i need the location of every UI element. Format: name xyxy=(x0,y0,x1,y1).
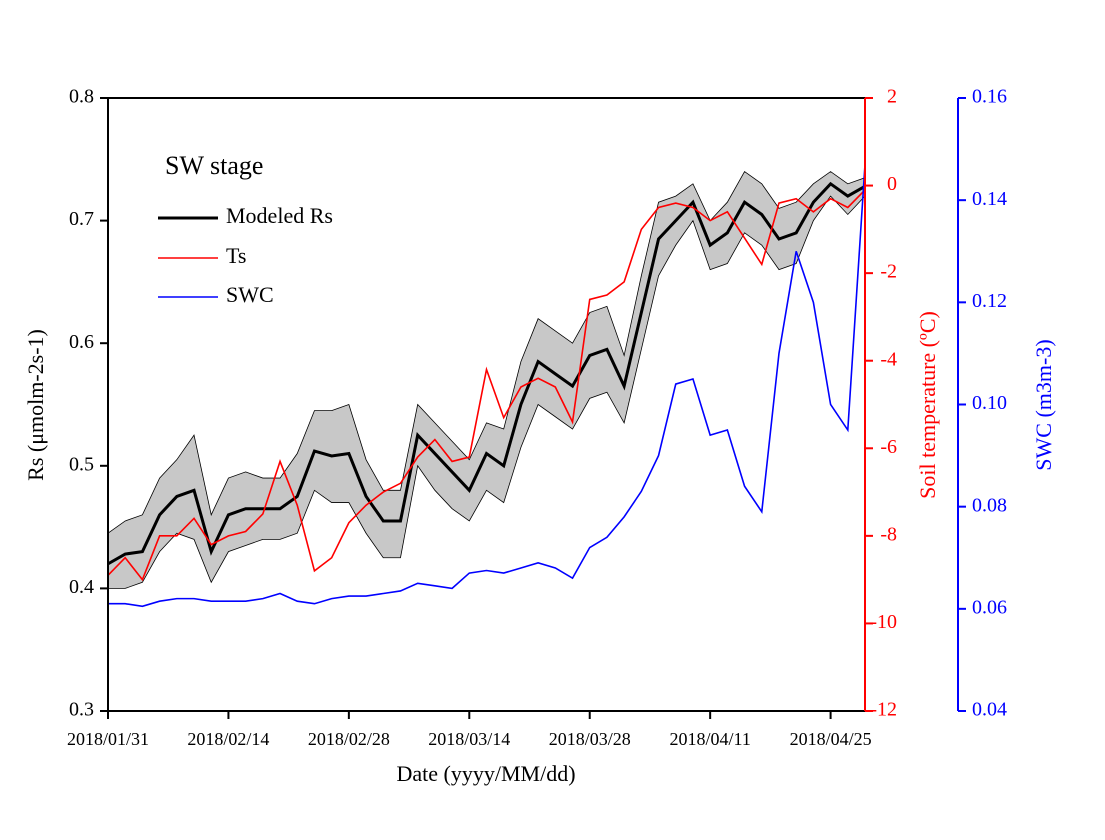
y-tick-label: 0.3 xyxy=(69,699,94,721)
legend-title: SW stage xyxy=(165,151,263,180)
y3-tick-label: 0.16 xyxy=(972,86,1007,108)
y3-tick-label: 0.08 xyxy=(972,494,1007,516)
x-tick-label: 2018/02/28 xyxy=(308,729,390,749)
series-line xyxy=(108,164,866,608)
y3-tick-label: 0.06 xyxy=(972,596,1007,618)
y3-tick-label: 0.10 xyxy=(972,392,1007,414)
uncertainty-band xyxy=(107,170,866,589)
x-tick-label: 2018/01/31 xyxy=(67,729,149,749)
y-tick-label: 0.8 xyxy=(69,86,94,108)
x-tick-label: 2018/04/25 xyxy=(790,729,872,749)
y3-axis-title: SWC (m3m-3) xyxy=(1031,339,1056,470)
x-tick-label: 2018/04/11 xyxy=(669,729,750,749)
legend-label: SWC xyxy=(226,282,274,307)
y-tick-label: 0.5 xyxy=(69,453,94,475)
y2-tick-label: -10 xyxy=(870,611,897,633)
y2-tick-label: 2 xyxy=(887,86,897,108)
series-line xyxy=(107,189,866,582)
y3-tick-label: 0.14 xyxy=(972,188,1007,210)
y-tick-label: 0.6 xyxy=(69,331,94,353)
y2-tick-label: -6 xyxy=(880,436,897,458)
legend-label: Modeled Rs xyxy=(226,203,333,228)
y2-tick-label: -12 xyxy=(870,699,897,721)
y2-tick-label: -4 xyxy=(880,348,897,370)
series-line xyxy=(107,181,866,566)
y2-axis-title: Soil temperature (ºC) xyxy=(915,311,940,499)
y-tick-label: 0.7 xyxy=(69,208,94,230)
y2-tick-label: -2 xyxy=(880,261,897,283)
x-tick-label: 2018/02/14 xyxy=(187,729,269,749)
x-tick-label: 2018/03/14 xyxy=(428,729,510,749)
y-axis-title: Rs (μmolm-2s-1) xyxy=(23,329,48,481)
y3-tick-label: 0.12 xyxy=(972,290,1007,312)
x-tick-label: 2018/03/28 xyxy=(549,729,631,749)
y3-tick-label: 0.04 xyxy=(972,699,1007,721)
y2-tick-label: 0 xyxy=(887,173,897,195)
y-tick-label: 0.4 xyxy=(69,576,94,598)
legend-label: Ts xyxy=(226,243,246,268)
y2-tick-label: -8 xyxy=(880,523,897,545)
x-axis-title: Date (yyyy/MM/dd) xyxy=(396,761,575,786)
